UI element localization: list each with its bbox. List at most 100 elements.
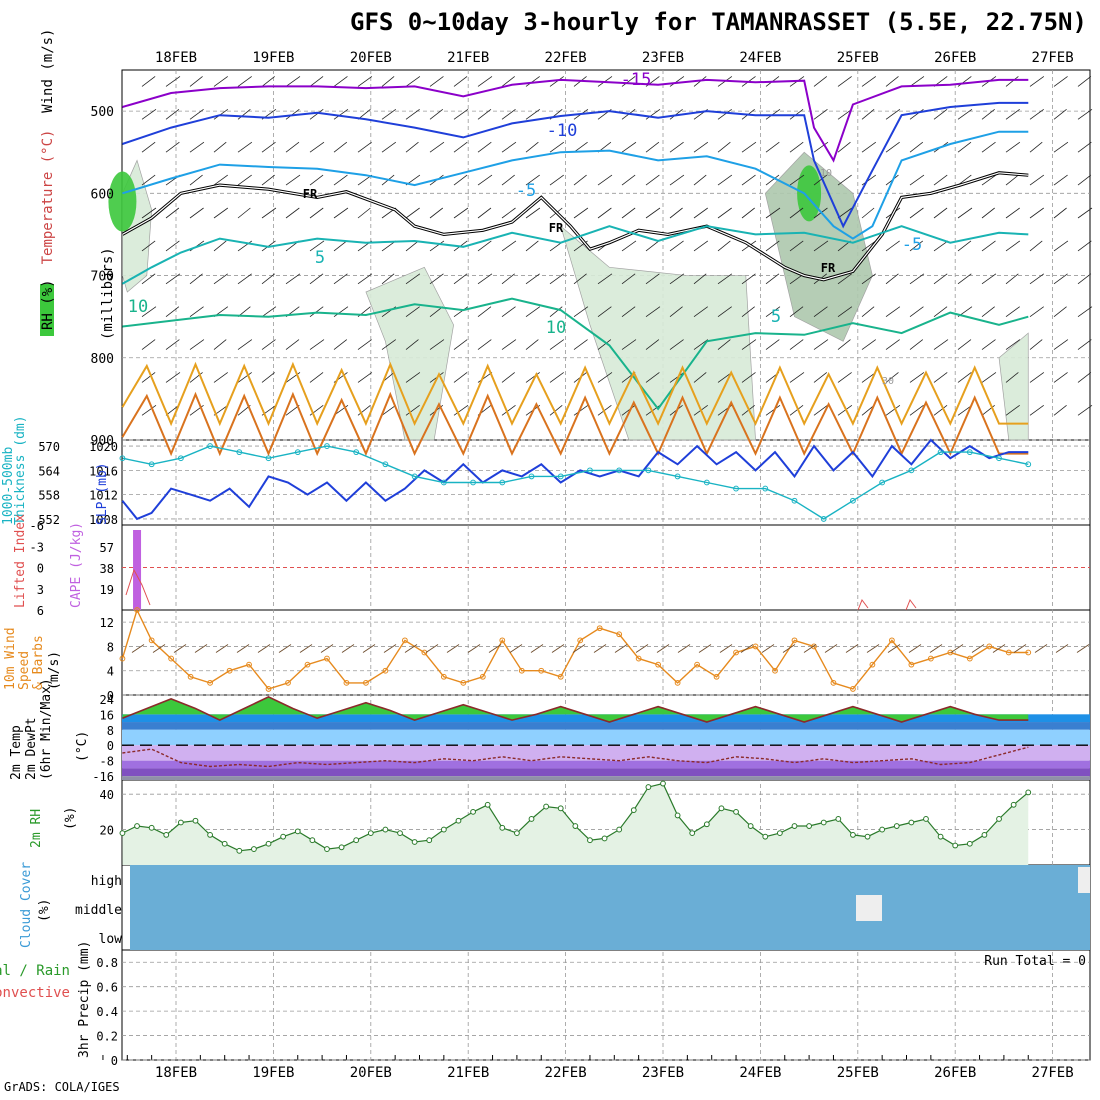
rh-marker bbox=[324, 846, 330, 852]
x-tick-bottom-24FEB: 24FEB bbox=[739, 1065, 781, 1081]
rh-marker bbox=[1010, 801, 1017, 808]
wind-marker bbox=[401, 637, 408, 644]
wind-barb bbox=[333, 273, 348, 285]
wind-barb bbox=[453, 76, 468, 87]
contour-label: -15 bbox=[621, 70, 652, 90]
wind-marker bbox=[908, 661, 915, 668]
thickness-marker bbox=[353, 449, 360, 456]
temp-band bbox=[122, 776, 1090, 780]
wind-barb bbox=[1077, 273, 1092, 285]
ylabel-units: (millibars) bbox=[100, 247, 116, 340]
li-line-2 bbox=[857, 598, 917, 611]
wind-barb bbox=[765, 405, 781, 416]
wind-barb-10m bbox=[824, 644, 838, 653]
wind-barb-10m bbox=[551, 644, 565, 653]
wind-barb bbox=[885, 372, 899, 383]
wind-marker bbox=[752, 643, 759, 650]
wind-barb bbox=[837, 207, 853, 219]
wind-barb bbox=[645, 372, 660, 383]
wind-marker bbox=[226, 667, 233, 674]
wind-barb bbox=[573, 174, 587, 186]
wind-barb bbox=[861, 306, 875, 317]
rh-marker bbox=[864, 833, 871, 840]
wind-barb bbox=[453, 306, 469, 317]
wind-barb bbox=[909, 306, 924, 317]
wind-barb bbox=[981, 207, 995, 219]
wind-barb-10m bbox=[677, 644, 691, 653]
temp-band bbox=[122, 745, 1090, 761]
wind-barb bbox=[573, 339, 588, 350]
wind-barb bbox=[213, 207, 229, 219]
slp-ylabel-2: SLP (mb) bbox=[95, 462, 110, 525]
wind-barb bbox=[837, 339, 851, 350]
wind-barb bbox=[405, 339, 419, 350]
thickness-marker bbox=[996, 455, 1002, 462]
contour-label: 10 bbox=[820, 168, 832, 179]
wind-barb bbox=[1005, 174, 1019, 186]
wind-barb bbox=[933, 306, 948, 317]
wind-barb bbox=[645, 207, 661, 219]
wind-barb bbox=[933, 405, 948, 416]
wind-barb-10m bbox=[530, 644, 544, 653]
footer-credit: GrADS: COLA/IGES bbox=[4, 1080, 120, 1094]
thickness-marker bbox=[937, 449, 944, 456]
li-label: Lifted Index bbox=[13, 514, 28, 608]
wind-marker bbox=[966, 655, 973, 662]
wind-barb bbox=[189, 273, 203, 285]
wind-marker bbox=[246, 661, 252, 668]
wind-barb bbox=[1077, 306, 1093, 317]
wind-barb bbox=[909, 240, 924, 252]
wind-barb bbox=[1053, 405, 1067, 416]
wind-barb bbox=[285, 207, 300, 219]
wind-barb bbox=[765, 240, 780, 252]
cape-tick-57: 57 bbox=[100, 541, 114, 555]
wind-barb bbox=[1029, 306, 1044, 317]
wind-barb bbox=[1077, 109, 1093, 120]
x-tick-top-19FEB: 19FEB bbox=[252, 50, 294, 66]
thickness-marker bbox=[850, 497, 856, 504]
temp-units: (°C) bbox=[75, 731, 90, 762]
wind-barb bbox=[861, 339, 877, 350]
cloud-gap bbox=[856, 895, 882, 921]
rh-marker bbox=[747, 823, 754, 829]
thickness-marker bbox=[674, 473, 681, 480]
wind-barb bbox=[189, 174, 203, 186]
wind-barb bbox=[765, 141, 780, 153]
wind-barb bbox=[909, 141, 924, 153]
wind-barb bbox=[573, 207, 589, 219]
rh-marker bbox=[484, 801, 491, 808]
x-tick-bottom-25FEB: 25FEB bbox=[837, 1065, 879, 1081]
contour-label: -10 bbox=[547, 121, 578, 141]
wind-barb bbox=[549, 372, 564, 383]
wind-barb bbox=[837, 141, 851, 153]
wind-barb bbox=[453, 273, 468, 285]
wind-barb bbox=[933, 207, 948, 219]
wind-barb bbox=[741, 339, 757, 350]
wind-barb bbox=[549, 306, 563, 317]
thickness-marker bbox=[148, 461, 155, 468]
rh-marker bbox=[148, 824, 155, 831]
wind-barb bbox=[741, 306, 755, 317]
wind-barb bbox=[669, 174, 685, 186]
wind-barb-10m bbox=[782, 644, 796, 653]
cape-ylabel: Lifted Index bbox=[13, 514, 28, 608]
contour--10 bbox=[122, 101, 1029, 229]
wind-barb bbox=[381, 273, 395, 285]
rh-marker bbox=[937, 833, 944, 840]
wind-barb bbox=[813, 372, 828, 383]
thickness-marker bbox=[908, 467, 915, 474]
rh-marker bbox=[981, 831, 988, 838]
wind-barb bbox=[189, 109, 204, 120]
thickness-marker bbox=[879, 479, 886, 486]
wind-barb bbox=[693, 306, 708, 317]
wind-barb bbox=[1005, 109, 1020, 120]
wind-barb bbox=[165, 109, 180, 120]
rh-marker bbox=[543, 803, 550, 810]
rh-marker bbox=[177, 819, 184, 826]
wind-barb bbox=[861, 273, 877, 285]
li-tick-6: 6 bbox=[37, 604, 44, 618]
wind-barb-10m bbox=[593, 644, 607, 653]
wind-barb bbox=[141, 109, 157, 120]
rh-marker bbox=[280, 833, 287, 840]
y-tick-900: 900 bbox=[91, 434, 114, 449]
